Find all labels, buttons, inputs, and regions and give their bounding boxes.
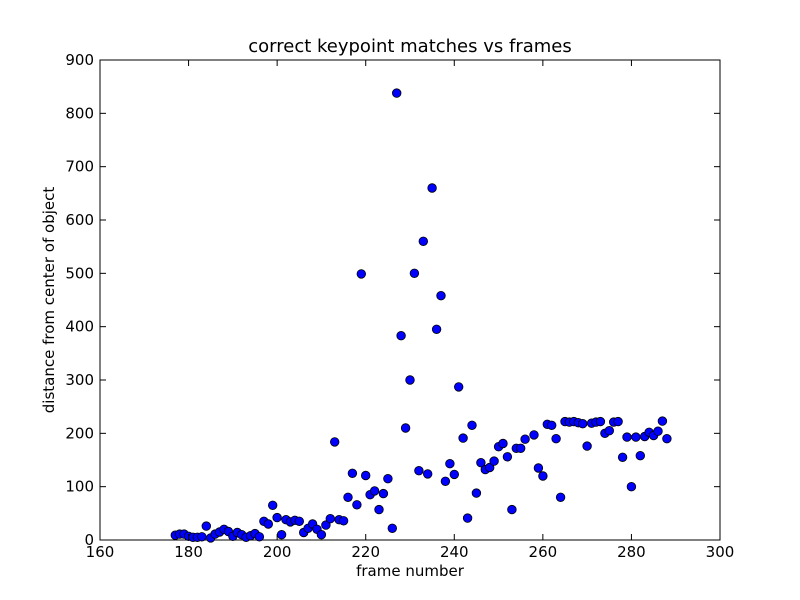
data-point: [471, 488, 482, 498]
plot-area: [99, 59, 721, 541]
data-point: [578, 419, 588, 429]
data-point: [440, 476, 451, 487]
data-point: [436, 291, 446, 301]
data-point: [427, 183, 437, 193]
data-point: [657, 416, 668, 426]
data-point: [662, 434, 672, 444]
data-point: [454, 382, 464, 392]
data-point: [276, 530, 287, 540]
data-point: [551, 434, 561, 444]
data-point: [582, 441, 592, 451]
data-point: [254, 532, 265, 542]
data-point: [201, 521, 212, 531]
x-tick-label: 160: [86, 543, 115, 561]
data-point: [431, 324, 442, 335]
x-tick-label: 200: [263, 543, 292, 561]
data-point: [409, 268, 420, 279]
data-point: [555, 492, 566, 503]
data-point: [516, 443, 526, 454]
x-tick-label: 240: [440, 543, 469, 561]
x-tick-label: 180: [174, 543, 203, 561]
data-point: [378, 488, 389, 499]
y-tick-label: 200: [65, 424, 94, 442]
data-point: [361, 470, 371, 481]
data-point: [449, 469, 460, 480]
y-tick-label: 300: [65, 371, 94, 389]
data-point: [445, 459, 455, 469]
data-point: [458, 433, 468, 443]
data-point: [330, 437, 340, 447]
data-point: [635, 451, 646, 461]
data-point: [272, 512, 282, 523]
y-tick-label: 600: [65, 211, 94, 229]
data-point: [418, 236, 429, 247]
data-point: [538, 471, 548, 481]
data-point: [392, 88, 402, 98]
ticks-layer: 160 180 200 220 240 260 280 300 0 100 200 300 400 500…: [65, 51, 734, 561]
data-point: [520, 434, 530, 444]
y-axis-label: distance from center of object: [40, 187, 58, 414]
data-point: [374, 504, 384, 515]
y-tick-label: 700: [65, 158, 94, 176]
data-point: [343, 492, 353, 503]
data-point: [507, 504, 517, 515]
data-point: [356, 269, 367, 279]
data-point: [485, 462, 495, 473]
y-tick-label: 100: [65, 478, 94, 496]
data-point: [316, 530, 327, 540]
data-point: [405, 375, 415, 385]
data-point: [263, 519, 274, 529]
data-point: [604, 426, 615, 436]
x-tick-label: 260: [529, 543, 558, 561]
data-point: [476, 458, 486, 468]
data-point: [197, 532, 207, 542]
data-point: [383, 474, 393, 484]
data-point: [369, 486, 380, 496]
data-point: [347, 468, 358, 479]
data-point: [400, 423, 411, 433]
data-point: [617, 452, 628, 463]
data-point: [653, 426, 663, 436]
data-point: [321, 520, 331, 530]
data-point: [294, 516, 305, 527]
data-point: [268, 500, 278, 511]
y-tick-label: 400: [65, 318, 94, 336]
x-tick-label: 220: [351, 543, 380, 561]
data-point: [325, 514, 336, 524]
data-point: [547, 420, 557, 431]
y-tick-label: 0: [84, 531, 94, 549]
data-point: [622, 432, 632, 442]
data-point: [631, 432, 641, 442]
x-tick-label: 280: [617, 543, 646, 561]
data-point: [533, 463, 544, 473]
data-point: [396, 331, 406, 341]
y-tick-label: 900: [65, 51, 94, 69]
chart-title: correct keypoint matches vs frames: [248, 36, 572, 57]
data-point: [498, 438, 508, 449]
data-point: [462, 513, 473, 523]
data-points-layer: [170, 88, 672, 543]
x-axis-label: frame number: [356, 562, 465, 580]
data-point: [595, 416, 606, 427]
data-point: [626, 482, 637, 492]
data-point: [423, 469, 433, 479]
y-tick-label: 500: [65, 264, 94, 282]
data-point: [338, 516, 349, 526]
data-point: [387, 523, 398, 534]
x-tick-label: 300: [706, 543, 735, 561]
data-point: [414, 466, 424, 476]
data-point: [467, 420, 477, 431]
data-point: [529, 430, 539, 440]
y-tick-label: 800: [65, 104, 94, 122]
data-point: [502, 452, 513, 462]
data-point: [352, 500, 362, 510]
data-point: [489, 456, 499, 466]
data-point: [613, 416, 623, 427]
